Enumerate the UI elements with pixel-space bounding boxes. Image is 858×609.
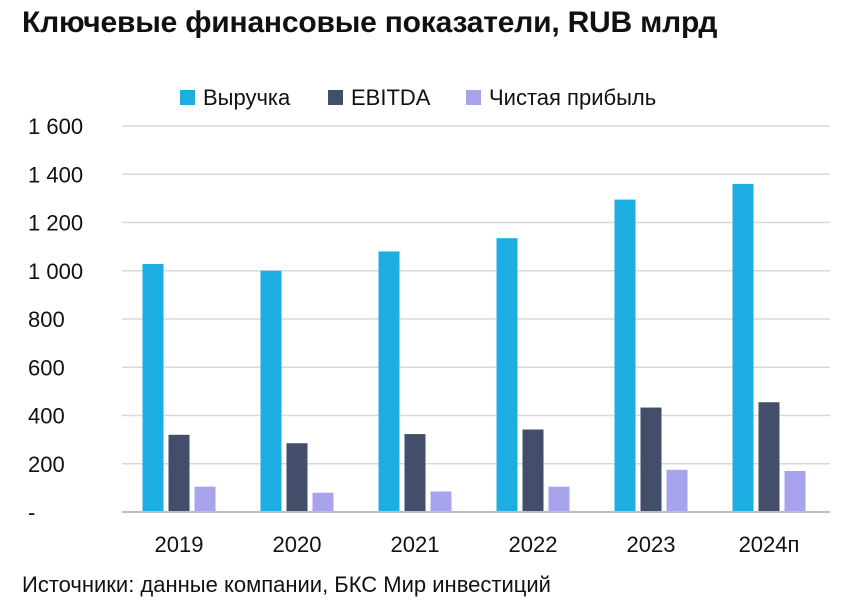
y-tick-label: 1 200: [28, 211, 83, 236]
bar-Чистая прибыль-2024п: [784, 470, 806, 512]
legend-swatch: [328, 90, 343, 105]
y-tick-label: 1 600: [28, 114, 83, 139]
y-tick-label: -: [28, 500, 35, 525]
bars: [142, 183, 806, 513]
bar-EBITDA-2024п: [758, 402, 780, 512]
x-axis: 2019 2020 2021 2022 2023 2024п: [122, 511, 830, 557]
bar-EBITDA-2022: [522, 429, 544, 512]
y-tick-label: 800: [28, 307, 65, 332]
bar-EBITDA-2021: [404, 434, 426, 512]
bar-EBITDA-2020: [286, 443, 308, 512]
x-tick-label: 2023: [627, 532, 676, 557]
bar-Выручка-2019: [142, 263, 164, 512]
y-axis: - 200 400 600 800 1 000 1 200 1 400 1 600: [28, 114, 83, 525]
x-tick-label: 2020: [273, 532, 322, 557]
bar-EBITDA-2019: [168, 434, 190, 512]
legend-label: EBITDA: [351, 85, 431, 110]
legend-label: Выручка: [203, 85, 291, 110]
legend-label: Чистая прибыль: [489, 85, 656, 110]
bar-Выручка-2021: [378, 251, 400, 512]
bar-Чистая прибыль-2020: [312, 492, 334, 512]
bar-EBITDA-2023: [640, 407, 662, 512]
grid-lines: [122, 125, 830, 465]
legend-swatch: [466, 90, 481, 105]
legend: Выручка EBITDA Чистая прибыль: [180, 85, 656, 110]
x-tick-label: 2019: [155, 532, 204, 557]
bar-Чистая прибыль-2021: [430, 491, 452, 512]
y-tick-label: 1 400: [28, 162, 83, 187]
chart-title: Ключевые финансовые показатели, RUB млрд: [22, 6, 718, 39]
bar-Выручка-2022: [496, 238, 518, 512]
y-tick-label: 400: [28, 404, 65, 429]
legend-swatch: [180, 90, 195, 105]
bar-Чистая прибыль-2022: [548, 486, 570, 512]
x-tick-label: 2022: [509, 532, 558, 557]
bar-Выручка-2024п: [732, 183, 754, 512]
bar-Чистая прибыль-2023: [666, 469, 688, 512]
source-note: Источники: данные компании, БКС Мир инве…: [22, 572, 551, 597]
bar-Выручка-2023: [614, 199, 636, 513]
bar-Чистая прибыль-2019: [194, 486, 216, 512]
x-tick-label: 2024п: [739, 532, 800, 557]
y-tick-label: 600: [28, 355, 65, 380]
bar-Выручка-2020: [260, 270, 282, 512]
y-tick-label: 200: [28, 452, 65, 477]
y-tick-label: 1 000: [28, 259, 83, 284]
x-tick-label: 2021: [391, 532, 440, 557]
